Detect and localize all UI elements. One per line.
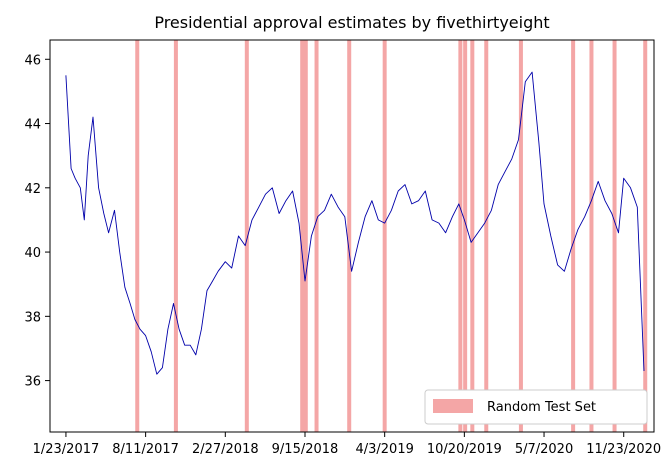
test-set-band (484, 40, 489, 432)
y-tick-label: 42 (24, 182, 41, 197)
x-tick-label: 8/11/2017 (112, 442, 179, 457)
test-set-band (303, 40, 308, 432)
x-axis: 1/23/2017 8/11/2017 2/27/2018 9/15/2018 4/3/… (33, 432, 661, 457)
test-set-bands (135, 40, 648, 432)
legend-box (424, 389, 648, 425)
test-set-band (300, 40, 305, 432)
test-set-band (470, 40, 475, 432)
x-tick-label: 9/15/2018 (272, 442, 339, 457)
test-set-band (589, 40, 594, 432)
approval-series (65, 71, 645, 375)
x-tick-label: 5/7/2020 (515, 442, 573, 457)
test-set-band (244, 40, 249, 432)
y-tick-label: 38 (24, 310, 41, 325)
legend-label: Random Test Set (487, 400, 596, 415)
y-axis: 36 38 40 42 44 46 (24, 53, 50, 390)
legend: Random Test Set (424, 389, 648, 425)
approval-line (65, 71, 645, 375)
x-tick-label: 1/23/2017 (33, 442, 100, 457)
chart-title: Presidential approval estimates by fivet… (154, 13, 549, 32)
x-tick-label: 11/23/2020 (586, 442, 661, 457)
test-set-band (173, 40, 178, 432)
test-set-band (518, 40, 523, 432)
y-tick-label: 36 (24, 375, 41, 390)
legend-swatch (433, 399, 473, 413)
y-tick-label: 44 (24, 118, 41, 133)
test-set-band (314, 40, 319, 432)
test-set-band (643, 40, 648, 432)
plot-area-frame (49, 39, 655, 433)
y-tick-label: 46 (24, 53, 41, 68)
y-tick-label: 40 (24, 246, 41, 261)
x-tick-label: 10/20/2019 (427, 442, 502, 457)
test-set-band (347, 40, 352, 432)
test-set-band (612, 40, 617, 432)
test-set-band (135, 40, 140, 432)
test-set-band (463, 40, 468, 432)
x-tick-label: 4/3/2019 (355, 442, 413, 457)
test-set-band (458, 40, 463, 432)
test-set-band (571, 40, 576, 432)
test-set-band (382, 40, 387, 432)
x-tick-label: 2/27/2018 (192, 442, 259, 457)
